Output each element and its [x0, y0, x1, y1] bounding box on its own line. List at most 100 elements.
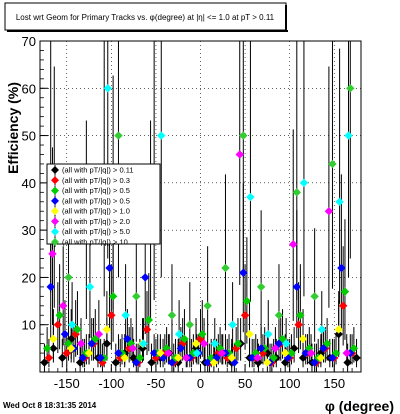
legend: (all with pT/|q|) > 0.11 (all with pT/|q|…	[46, 163, 161, 247]
legend-label: (all with pT/|q|) > 10	[62, 238, 128, 247]
data-point	[120, 353, 129, 363]
error-bars	[43, 41, 358, 372]
legend-label: (all with pT/|q|) > 0.11	[62, 166, 134, 175]
data-point	[191, 339, 201, 348]
legend-label: (all with pT/|q|) > 5.0	[62, 227, 130, 236]
data-point	[55, 311, 64, 320]
data-point	[271, 344, 280, 353]
data-point	[221, 263, 230, 273]
data-point	[203, 358, 212, 367]
data-point	[296, 311, 305, 320]
data-point	[346, 84, 355, 93]
data-point	[199, 339, 209, 348]
data-point	[157, 131, 166, 140]
data-point	[306, 348, 316, 358]
data-point	[352, 353, 361, 363]
data-markers	[40, 84, 361, 367]
legend-marker	[51, 186, 59, 195]
data-point	[53, 320, 63, 329]
data-point	[67, 334, 76, 344]
data-point	[344, 131, 353, 140]
data-point	[242, 296, 252, 306]
data-point	[223, 353, 232, 363]
data-point	[58, 353, 67, 363]
data-point	[49, 334, 58, 344]
data-point	[149, 348, 159, 358]
data-point	[299, 178, 309, 188]
data-point	[240, 311, 250, 320]
data-point	[60, 329, 70, 339]
data-point	[192, 348, 202, 358]
data-point	[328, 353, 337, 363]
data-point	[228, 320, 237, 329]
legend-label: (all with pT/|q|) > 0.5	[62, 186, 130, 195]
x-tick-label: -150	[54, 376, 80, 391]
data-point	[335, 197, 344, 206]
legend-marker	[51, 217, 59, 226]
data-point	[239, 268, 248, 277]
legend-marker	[51, 238, 59, 246]
x-tick-label: 50	[238, 376, 252, 391]
y-axis-title: Efficiency (%)	[5, 82, 21, 174]
data-point	[108, 292, 118, 301]
data-point	[317, 325, 326, 334]
data-point	[281, 339, 291, 348]
y-tick-label: 50	[22, 129, 36, 144]
data-point	[164, 348, 173, 358]
data-point	[292, 188, 301, 197]
data-point	[67, 344, 76, 353]
data-point	[87, 339, 96, 348]
legend-marker	[51, 207, 59, 216]
data-point	[338, 301, 348, 310]
x-axis-title: φ (degree)	[325, 398, 394, 414]
legend-label: (all with pT/|q|) > 2.0	[62, 217, 130, 226]
data-point	[246, 192, 255, 202]
data-point	[337, 263, 346, 273]
data-point	[96, 353, 105, 363]
data-point	[235, 150, 244, 159]
data-point	[316, 353, 326, 363]
legend-box	[46, 163, 161, 245]
data-point	[292, 282, 301, 292]
data-point	[40, 358, 49, 367]
data-point	[102, 325, 112, 334]
data-point	[245, 329, 254, 339]
data-point	[334, 329, 343, 339]
data-point	[210, 339, 219, 348]
x-tick-label: 0	[197, 376, 204, 391]
data-point	[334, 325, 343, 334]
title-box-shadow	[7, 30, 288, 32]
data-point	[147, 358, 156, 367]
title-box-shadow-right	[285, 5, 287, 32]
data-point	[328, 159, 337, 169]
data-point	[105, 263, 114, 273]
data-point	[123, 334, 132, 344]
data-point	[44, 353, 54, 363]
data-point	[167, 311, 177, 320]
data-point	[263, 358, 272, 367]
data-point	[310, 358, 319, 367]
data-point	[248, 353, 257, 363]
data-point	[111, 358, 120, 367]
data-point	[114, 131, 123, 140]
data-point	[73, 325, 82, 334]
data-point	[121, 311, 130, 320]
y-tick-label: 30	[22, 223, 36, 238]
data-point	[156, 348, 165, 358]
data-point	[102, 339, 112, 348]
data-point	[67, 320, 77, 329]
data-point	[217, 348, 227, 358]
x-axis-ticks: -150 -100 -50 0 50 100 150	[39, 364, 362, 391]
data-point	[233, 339, 243, 348]
data-point	[289, 240, 298, 249]
data-point	[198, 329, 207, 339]
data-point	[85, 282, 95, 292]
legend-marker	[51, 227, 59, 236]
data-point	[103, 84, 112, 93]
data-point	[281, 348, 290, 358]
data-point	[209, 358, 219, 367]
legend-label: (all with pT/|q|) > 1.0	[62, 207, 130, 216]
data-point	[142, 325, 152, 334]
data-point	[310, 292, 319, 301]
data-point	[49, 344, 58, 353]
